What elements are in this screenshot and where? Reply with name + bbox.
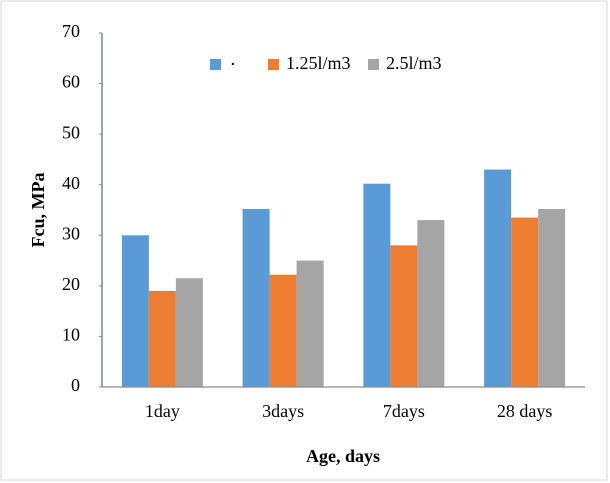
bar xyxy=(390,245,418,387)
x-tick-label: 28 days xyxy=(497,401,553,421)
y-tick-label: 70 xyxy=(62,21,80,41)
legend-swatch xyxy=(210,59,221,70)
bar xyxy=(269,274,297,387)
bar xyxy=(484,169,512,387)
y-axis-label: Fcu, MPa xyxy=(28,173,48,248)
y-tick-label: 50 xyxy=(62,122,80,142)
legend-swatch xyxy=(368,59,379,70)
bar xyxy=(121,235,149,387)
x-tick-label: 7days xyxy=(383,401,425,421)
legend-label: 2.5l/m3 xyxy=(386,53,442,73)
legend-label: 1.25l/m3 xyxy=(286,53,351,73)
y-tick-label: 20 xyxy=(62,274,80,294)
y-tick-label: 40 xyxy=(62,173,80,193)
x-tick-label: 1day xyxy=(145,401,180,421)
y-tick-label: 60 xyxy=(62,72,80,92)
bar xyxy=(363,183,391,387)
bar xyxy=(175,278,203,387)
bar xyxy=(417,220,445,387)
x-axis-label: Age, days xyxy=(306,446,380,466)
bar xyxy=(148,290,176,387)
legend-label: ٠ xyxy=(228,53,238,73)
x-tick-label: 3days xyxy=(262,401,304,421)
y-tick-label: 30 xyxy=(62,223,80,243)
bar xyxy=(296,260,324,387)
legend-swatch xyxy=(268,59,279,70)
bar xyxy=(538,208,566,387)
bar xyxy=(242,208,270,387)
bar xyxy=(511,217,539,387)
y-tick-label: 0 xyxy=(71,375,80,395)
y-tick-label: 10 xyxy=(62,325,80,345)
